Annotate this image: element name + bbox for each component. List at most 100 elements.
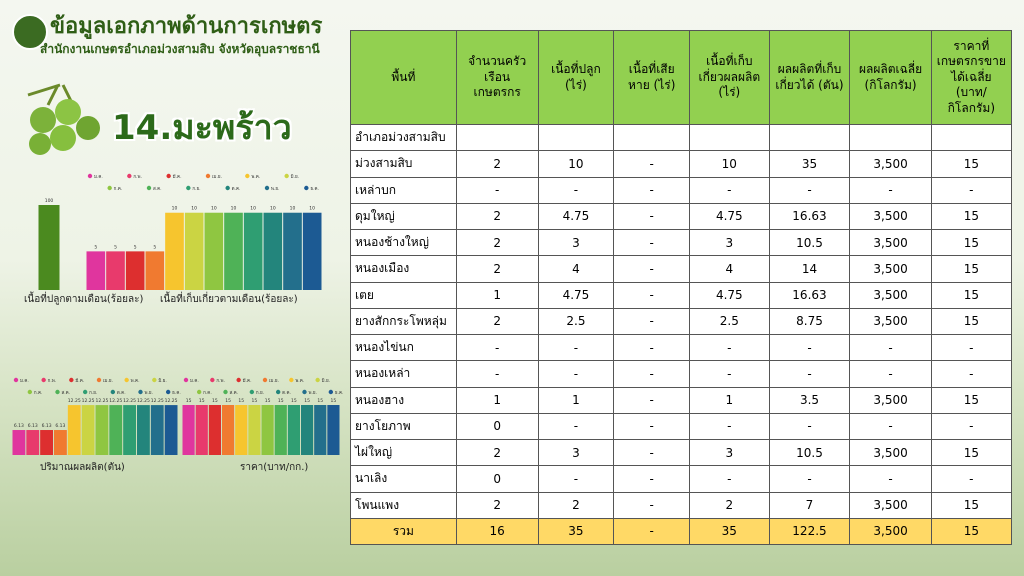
bar — [287, 405, 300, 455]
legend-label: พ.ย. — [271, 186, 279, 192]
bar — [208, 405, 221, 455]
legend-label: ก.ย. — [192, 187, 200, 192]
table-row: หนองช้างใหญ่ 2 3-3 10.5 3,500 15 — [350, 228, 1013, 257]
table-cell: 2.5 — [537, 307, 615, 336]
bar — [195, 405, 208, 455]
bar — [137, 405, 150, 455]
legend-swatch — [249, 389, 255, 395]
table-row: เหล่าบก - - - - - - - — [350, 176, 1013, 204]
legend-swatch — [110, 389, 116, 395]
legend-swatch — [107, 185, 112, 191]
bar — [224, 212, 243, 290]
value-label: 10 — [250, 206, 256, 212]
table-cell: 1 — [455, 386, 539, 414]
legend-label: มิ.ย. — [291, 174, 300, 180]
bar — [67, 405, 81, 455]
table-cell: 2 — [689, 491, 770, 519]
legend-swatch — [315, 377, 320, 383]
table-cell: - — [689, 333, 770, 362]
data-table: พื้นที่ จำนวนครัวเรือนเกษตรกร เนื้อที่ปลูก… — [350, 30, 1013, 546]
table-cell: หนองช้างใหญ่ — [350, 228, 457, 257]
table-cell: - — [613, 281, 691, 309]
value-label: 15 — [199, 398, 205, 404]
table-row: หนองไข่นก - - - - - - - — [350, 333, 1013, 362]
table-cell: อำเภอม่วงสามสิบ — [350, 123, 457, 152]
table-cell: 2 — [537, 491, 615, 519]
bar — [301, 405, 314, 455]
table-row: หนองเมือง 2 4-4 14 3,500 15 — [350, 255, 1013, 283]
legend-label: พ.ย. — [309, 390, 317, 396]
bar — [248, 405, 261, 455]
bar — [12, 430, 26, 455]
bar — [263, 212, 283, 290]
table-cell: - — [768, 465, 851, 493]
header-cell: ผลผลิตเฉลี่ย (กิโลกรัม) — [849, 30, 932, 125]
table-cell: 16.63 — [768, 281, 851, 309]
table-cell: 3 — [537, 228, 615, 257]
table-cell: - — [613, 386, 691, 414]
legend-swatch — [328, 389, 334, 395]
table-cell: - — [613, 333, 691, 362]
value-label: 10 — [191, 206, 197, 212]
table-row: ยางโยภาพ 0- - - - - - — [350, 412, 1013, 441]
legend-label: ม.ค. — [190, 379, 199, 384]
legend-swatch — [13, 377, 19, 383]
bar — [302, 212, 322, 290]
value-label: 12.25 — [123, 398, 136, 404]
legend-swatch — [124, 377, 129, 383]
value-label: 12.25 — [165, 398, 178, 404]
bar — [243, 212, 263, 290]
legend-label: ก.พ. — [133, 174, 142, 180]
table-cell: - — [455, 333, 539, 362]
table-cell: 3 — [537, 438, 615, 467]
table-cell: 3 — [689, 228, 770, 257]
table-row: ดุมใหญ่ 2 4.75-4.75 16.63 3,500 15 — [350, 202, 1013, 231]
table-cell: - — [930, 176, 1013, 204]
table-cell: 3,500 — [849, 228, 932, 257]
table-cell: 10.5 — [768, 438, 851, 467]
legend-swatch — [183, 377, 189, 383]
table-row: อำเภอม่วงสามสิบ — [350, 123, 1013, 152]
table-cell: - — [768, 360, 851, 388]
table-cell: 4 — [537, 255, 615, 283]
bar — [123, 405, 136, 455]
chart-label: ปริมาณผลผลิต(ตัน) — [40, 462, 125, 473]
table-cell: นาเลิง — [350, 465, 457, 493]
table-cell: 3 — [689, 438, 770, 467]
table-cell: 15 — [930, 438, 1013, 467]
table-cell: - — [849, 176, 932, 204]
table-cell: หนองเหล่า — [350, 360, 457, 388]
legend-label: เม.ย. — [212, 175, 222, 180]
bar — [26, 430, 40, 455]
table-cell: 10 — [537, 150, 615, 178]
value-label: 15 — [291, 398, 297, 404]
table-cell: 3,500 — [849, 202, 932, 231]
legend-label: ม.ค. — [20, 379, 29, 384]
legend-swatch — [138, 389, 143, 395]
table-cell: - — [613, 491, 691, 519]
legend-label: ส.ค. — [62, 390, 71, 396]
legend-swatch — [196, 389, 202, 395]
bar — [125, 251, 145, 290]
value-label: 15 — [304, 398, 310, 404]
legend-label: ธ.ค. — [172, 390, 181, 396]
bar — [81, 405, 95, 455]
legend-label: ส.ค. — [230, 390, 239, 396]
legend-swatch — [210, 377, 215, 383]
legend-label: ก.ย. — [89, 391, 97, 396]
value-label: 5 — [134, 244, 137, 250]
table-cell: - — [849, 412, 932, 441]
value-label: 5 — [114, 244, 117, 250]
legend-label: ธ.ค. — [335, 390, 344, 396]
legend-swatch — [41, 377, 46, 383]
legend-swatch — [27, 389, 33, 395]
table-cell: - — [537, 412, 615, 441]
value-label: 15 — [331, 398, 337, 404]
legend-label: มี.ค. — [75, 378, 84, 384]
table-cell: - — [689, 412, 770, 441]
legend-swatch — [186, 185, 191, 191]
legend-swatch — [245, 173, 250, 179]
legend-swatch — [55, 389, 60, 395]
table-cell: 2 — [455, 202, 539, 231]
legend-label: พ.ค. — [295, 378, 304, 384]
